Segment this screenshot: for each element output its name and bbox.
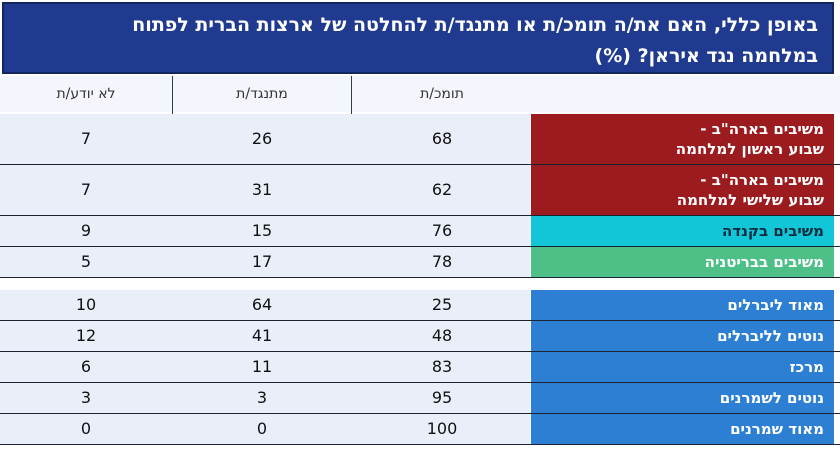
row-divider [0,382,840,383]
oppose-value: 0 [256,419,268,438]
title-line-2: במלחמה נגד איראן? (%) [594,45,818,67]
row-label-line: נוטים לשמרנים [719,389,824,407]
dont-know-value: 6 [80,357,92,376]
row-label-line: שבוע שלישי למלחמה [676,191,824,209]
row-label: נוטים לשמרנים [531,383,834,413]
dont-know-value: 0 [80,419,92,438]
oppose-value: 17 [251,252,273,271]
row-label-line: משיבים בארה"ב - [700,171,824,189]
row-divider [0,351,840,352]
support-value: 68 [431,129,453,148]
dont-know-value: 7 [80,129,92,148]
oppose-value: 26 [251,129,273,148]
row-label: מרכז [531,352,834,382]
row-label: נוטים לליברלים [531,321,834,351]
group-band [0,290,530,444]
row-divider [0,246,840,247]
row-label-line: שבוע ראשון למלחמה [675,140,824,158]
row-divider [0,413,840,414]
column-header-support: תומכ/ת [420,86,464,102]
row-label-line: מרכז [789,358,824,376]
oppose-value: 41 [251,326,273,345]
support-value: 25 [431,295,453,314]
row-divider [0,164,840,165]
row-label: משיבים בארה"ב - שבוע ראשון למלחמה [531,114,834,164]
dont-know-value: 9 [80,221,92,240]
oppose-value: 64 [251,295,273,314]
row-label-line: משיבים בארה"ב - [700,120,824,138]
row-divider [0,320,840,321]
oppose-value: 31 [251,180,273,199]
support-value: 76 [431,221,453,240]
dont-know-value: 7 [80,180,92,199]
oppose-value: 3 [256,388,268,407]
header-separator [351,76,352,114]
row-label: משיבים בקנדה [531,216,834,246]
row-label-line: נוטים לליברלים [717,327,824,345]
row-label: משיבים בבריטניה [531,247,834,277]
oppose-value: 11 [251,357,273,376]
title-line-1: באופן כללי, האם את/ה תומכ/ת או מתנגד/ת ל… [132,14,818,36]
row-divider [0,277,840,278]
support-value: 78 [431,252,453,271]
support-value: 62 [431,180,453,199]
dont-know-value: 3 [80,388,92,407]
support-value: 48 [431,326,453,345]
support-value: 95 [431,388,453,407]
row-label: מאוד ליברלים [531,290,834,320]
oppose-value: 15 [251,221,273,240]
column-header-row [0,76,840,112]
dont-know-value: 5 [80,252,92,271]
support-value: 100 [426,419,458,438]
column-header-oppose: מתנגד/ת [236,86,288,102]
row-label-line: מאוד שמרנים [730,420,824,438]
chart-title: באופן כללי, האם את/ה תומכ/ת או מתנגד/ת ל… [2,2,834,74]
row-label: משיבים בארה"ב - שבוע שלישי למלחמה [531,165,834,215]
group-band [0,114,530,277]
row-label-line: משיבים בקנדה [722,222,824,240]
column-header-dont-know: לא יודע/ת [56,86,116,102]
row-label: מאוד שמרנים [531,414,834,444]
support-value: 83 [431,357,453,376]
row-label-line: משיבים בבריטניה [704,253,824,271]
row-divider [0,444,840,445]
row-divider [0,215,840,216]
dont-know-value: 12 [75,326,97,345]
dont-know-value: 10 [75,295,97,314]
row-label-line: מאוד ליברלים [727,296,824,314]
header-separator [172,76,173,114]
